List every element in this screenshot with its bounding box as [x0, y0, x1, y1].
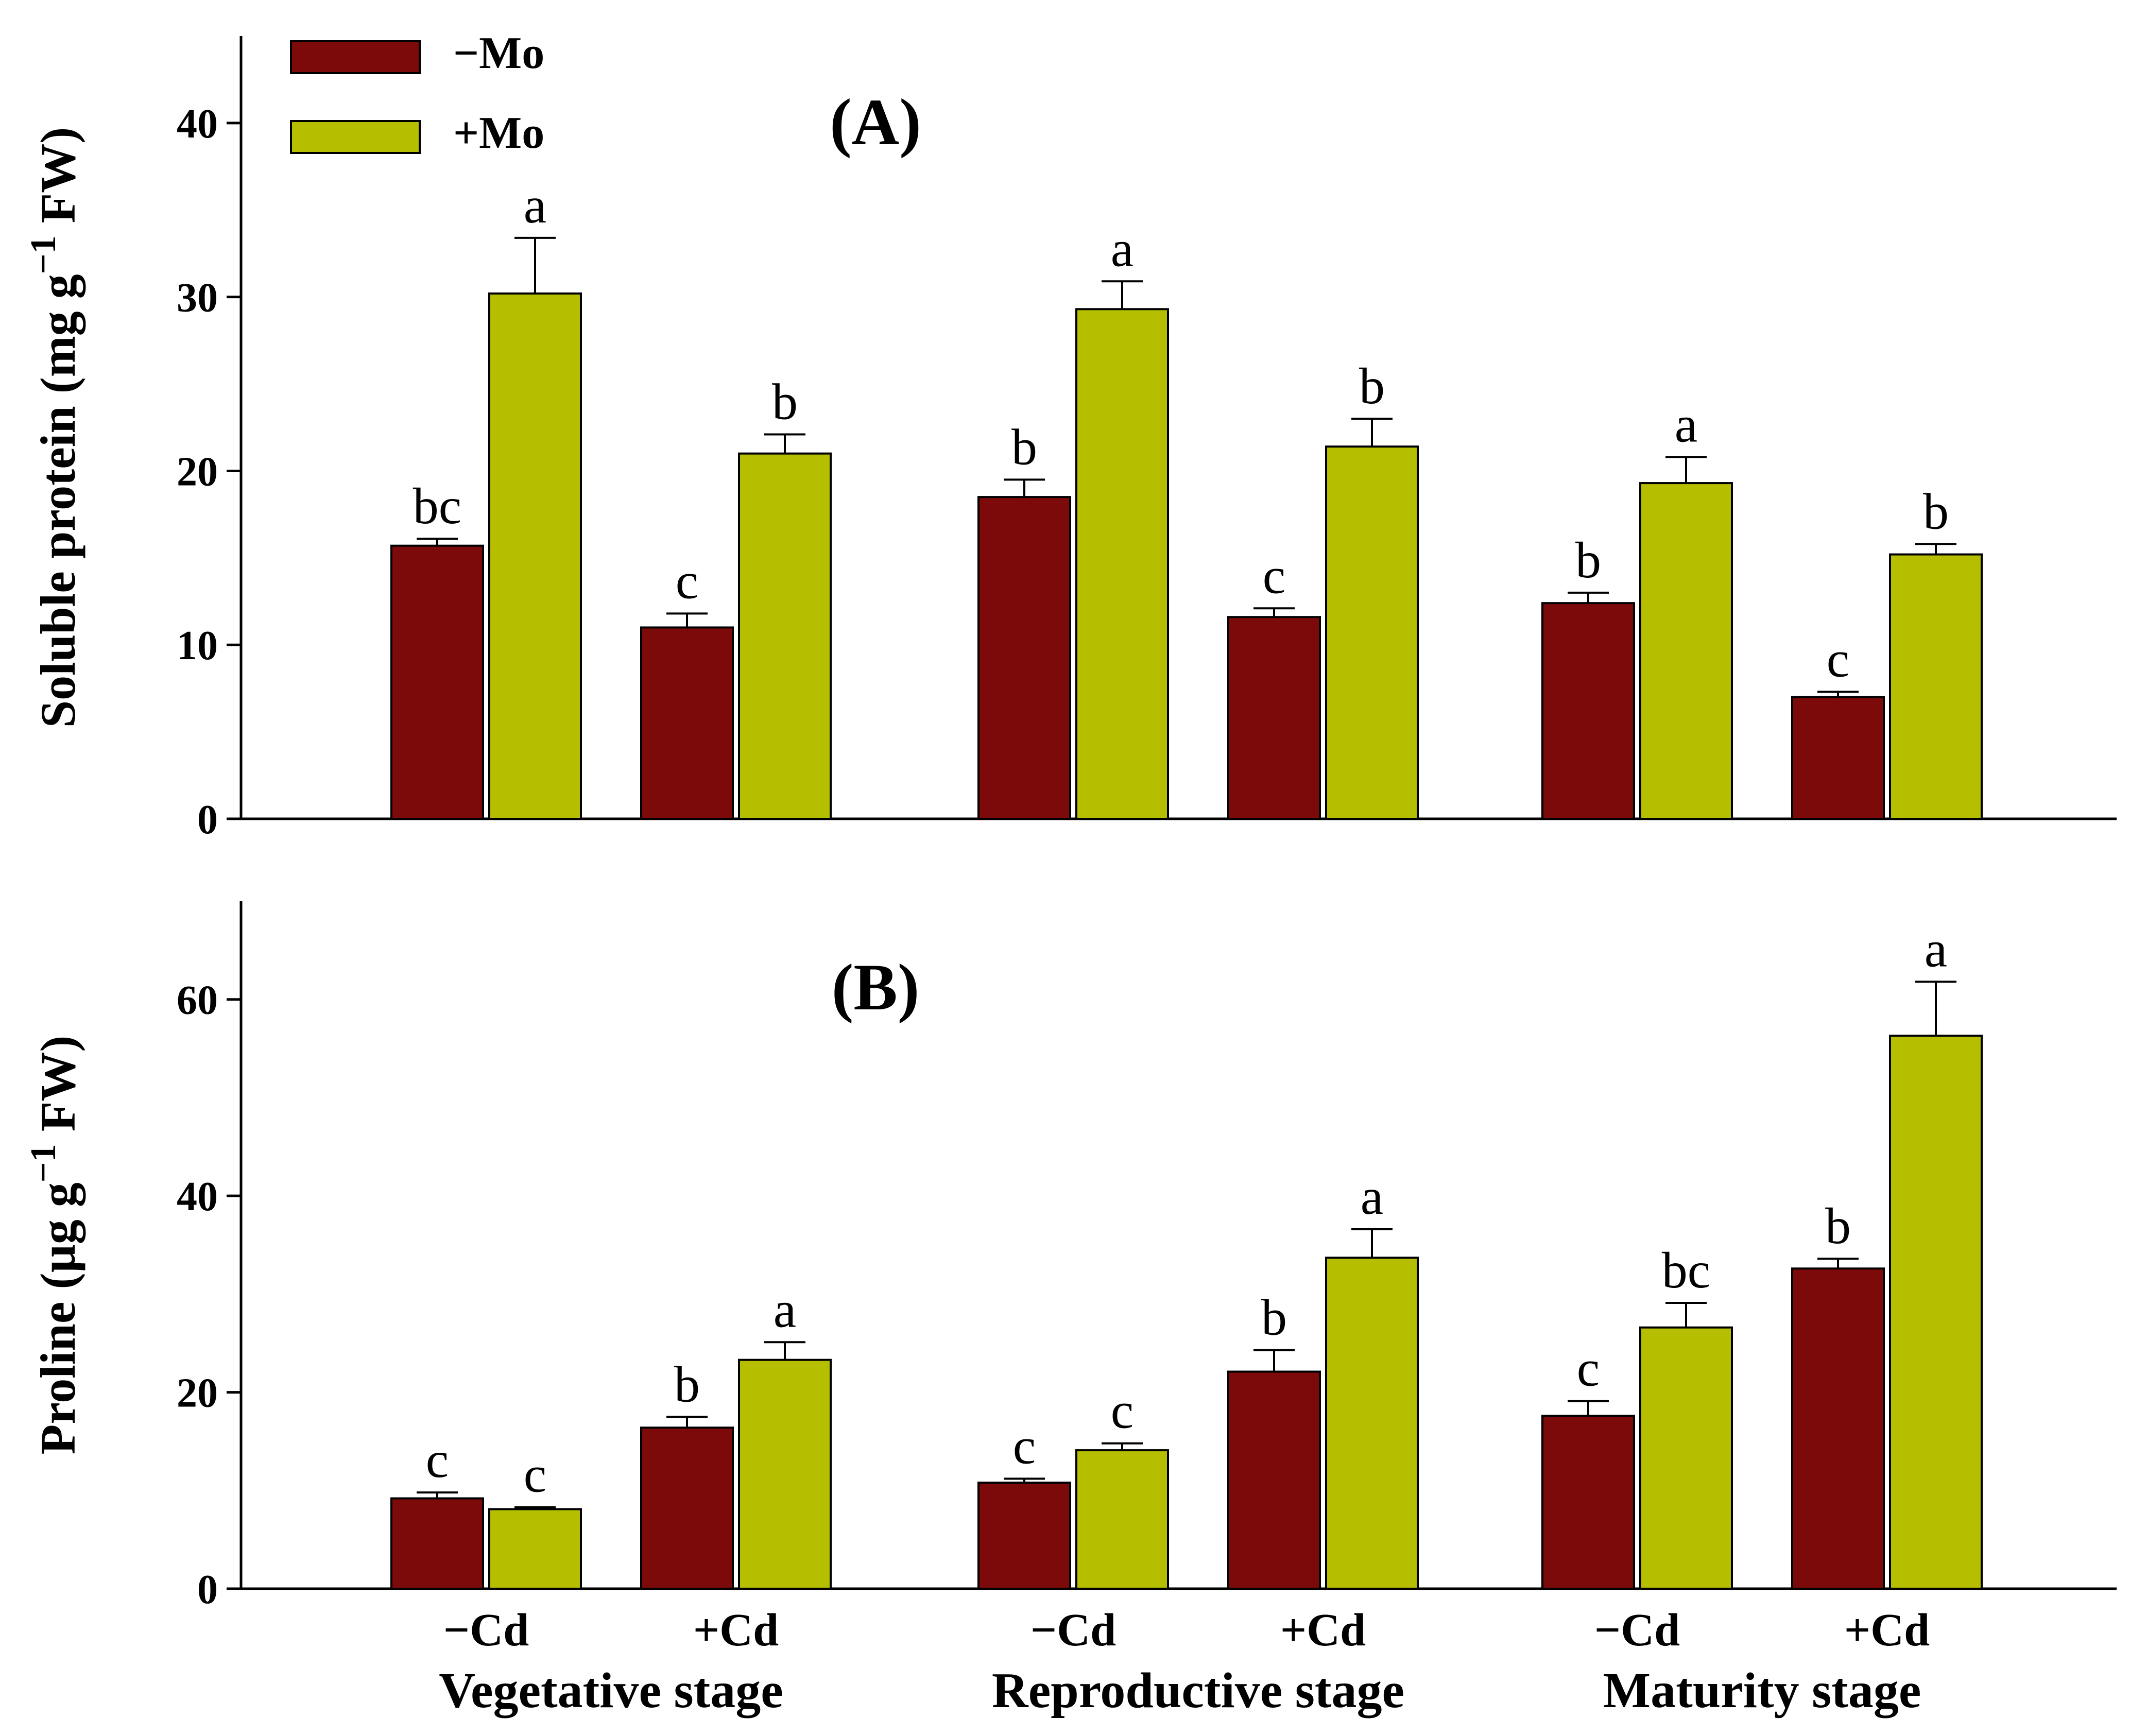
- y-axis-title: Soluble protein (mg g−1 FW): [24, 127, 85, 728]
- bar-minus-mo: [1227, 616, 1321, 820]
- x-category-label: −Cd: [1594, 1605, 1680, 1656]
- significance-letter: c: [1263, 547, 1285, 604]
- bar-plus-mo: [738, 452, 832, 820]
- y-axis-title: Proline (µg g−1 FW): [24, 1036, 85, 1455]
- significance-letter: b: [674, 1355, 700, 1413]
- significance-letter: c: [1577, 1340, 1600, 1397]
- bar-minus-mo: [640, 626, 734, 820]
- x-category-labels: −Cd +Cd −Cd +Cd −Cd +Cd: [443, 1605, 1930, 1656]
- y-tick-label: 30: [177, 276, 218, 321]
- panel-label: (B): [832, 951, 920, 1024]
- legend-swatch-minus-mo: [290, 40, 421, 74]
- significance-letter: b: [1359, 357, 1385, 415]
- significance-letter: bc: [413, 477, 461, 535]
- significance-letter: bc: [1662, 1242, 1710, 1299]
- bar-plus-mo: [738, 1359, 832, 1590]
- significance-letter: c: [426, 1431, 449, 1488]
- bar-minus-mo: [1791, 1267, 1885, 1590]
- bar-plus-mo: [488, 292, 582, 820]
- significance-letter: c: [1013, 1417, 1036, 1474]
- significance-letter: c: [1111, 1382, 1133, 1439]
- significance-letter: b: [1923, 483, 1949, 540]
- bar-plus-mo: [488, 1508, 582, 1590]
- y-tick-label: 10: [177, 623, 218, 668]
- bar-minus-mo: [640, 1426, 734, 1590]
- panel-label: (A): [830, 85, 921, 159]
- y-tick-label: 60: [177, 978, 218, 1023]
- significance-letter: a: [774, 1281, 796, 1338]
- y-tick-label: 20: [177, 449, 218, 494]
- significance-letter: b: [1825, 1197, 1851, 1254]
- bar-plus-mo: [1639, 482, 1733, 820]
- significance-letter: a: [1925, 920, 1947, 977]
- bar-minus-mo: [1791, 696, 1885, 820]
- bar-minus-mo: [977, 496, 1071, 820]
- bar-plus-mo: [1325, 1257, 1419, 1590]
- x-group-label: Vegetative stage: [439, 1663, 783, 1718]
- bar-minus-mo: [977, 1482, 1071, 1590]
- x-group-label: Reproductive stage: [992, 1663, 1404, 1718]
- bar-minus-mo: [1541, 1415, 1635, 1590]
- significance-letter: a: [1675, 396, 1697, 453]
- bar-plus-mo: [1639, 1326, 1733, 1590]
- y-tick-label: 20: [177, 1371, 218, 1416]
- legend-label: +Mo: [453, 108, 544, 158]
- legend: −Mo +Mo: [290, 28, 544, 158]
- significance-letter: a: [1361, 1168, 1383, 1225]
- significance-letter: b: [1575, 531, 1601, 589]
- y-tick-label: 40: [177, 101, 218, 147]
- significance-letter: c: [1827, 630, 1849, 687]
- legend-swatch-plus-mo: [290, 120, 421, 154]
- x-category-label: +Cd: [1280, 1605, 1366, 1656]
- significance-letter: b: [772, 373, 798, 431]
- y-tick-label: 40: [177, 1174, 218, 1219]
- significance-letter: b: [1011, 418, 1037, 475]
- x-category-label: −Cd: [1030, 1605, 1116, 1656]
- x-category-label: −Cd: [443, 1605, 529, 1656]
- bar-plus-mo: [1889, 1035, 1983, 1590]
- bar-plus-mo: [1075, 1449, 1169, 1590]
- significance-letter: c: [524, 1446, 546, 1503]
- bar-minus-mo: [390, 544, 484, 820]
- bar-minus-mo: [390, 1497, 484, 1590]
- panel-a-soluble-protein: 0 10 20 30 40 Soluble protein (mg g−1 FW) (A) b…: [24, 36, 2117, 843]
- y-tick-label: 0: [197, 1567, 218, 1612]
- x-group-labels: Vegetative stage Reproductive stage Maturi…: [439, 1663, 1921, 1718]
- x-group-label: Maturity stage: [1603, 1663, 1921, 1718]
- bar-plus-mo: [1075, 308, 1169, 820]
- significance-letter: a: [1111, 220, 1133, 277]
- y-tick-label: 0: [197, 797, 218, 843]
- significance-letter: c: [676, 552, 698, 609]
- significance-letter: b: [1261, 1289, 1287, 1346]
- significance-letter: a: [524, 177, 546, 234]
- legend-label: −Mo: [453, 28, 544, 78]
- bar-minus-mo: [1227, 1370, 1321, 1590]
- bar-plus-mo: [1889, 553, 1983, 820]
- bar-minus-mo: [1541, 602, 1635, 820]
- bar-plus-mo: [1325, 445, 1419, 820]
- x-category-label: +Cd: [1844, 1605, 1930, 1656]
- x-category-label: +Cd: [693, 1605, 779, 1656]
